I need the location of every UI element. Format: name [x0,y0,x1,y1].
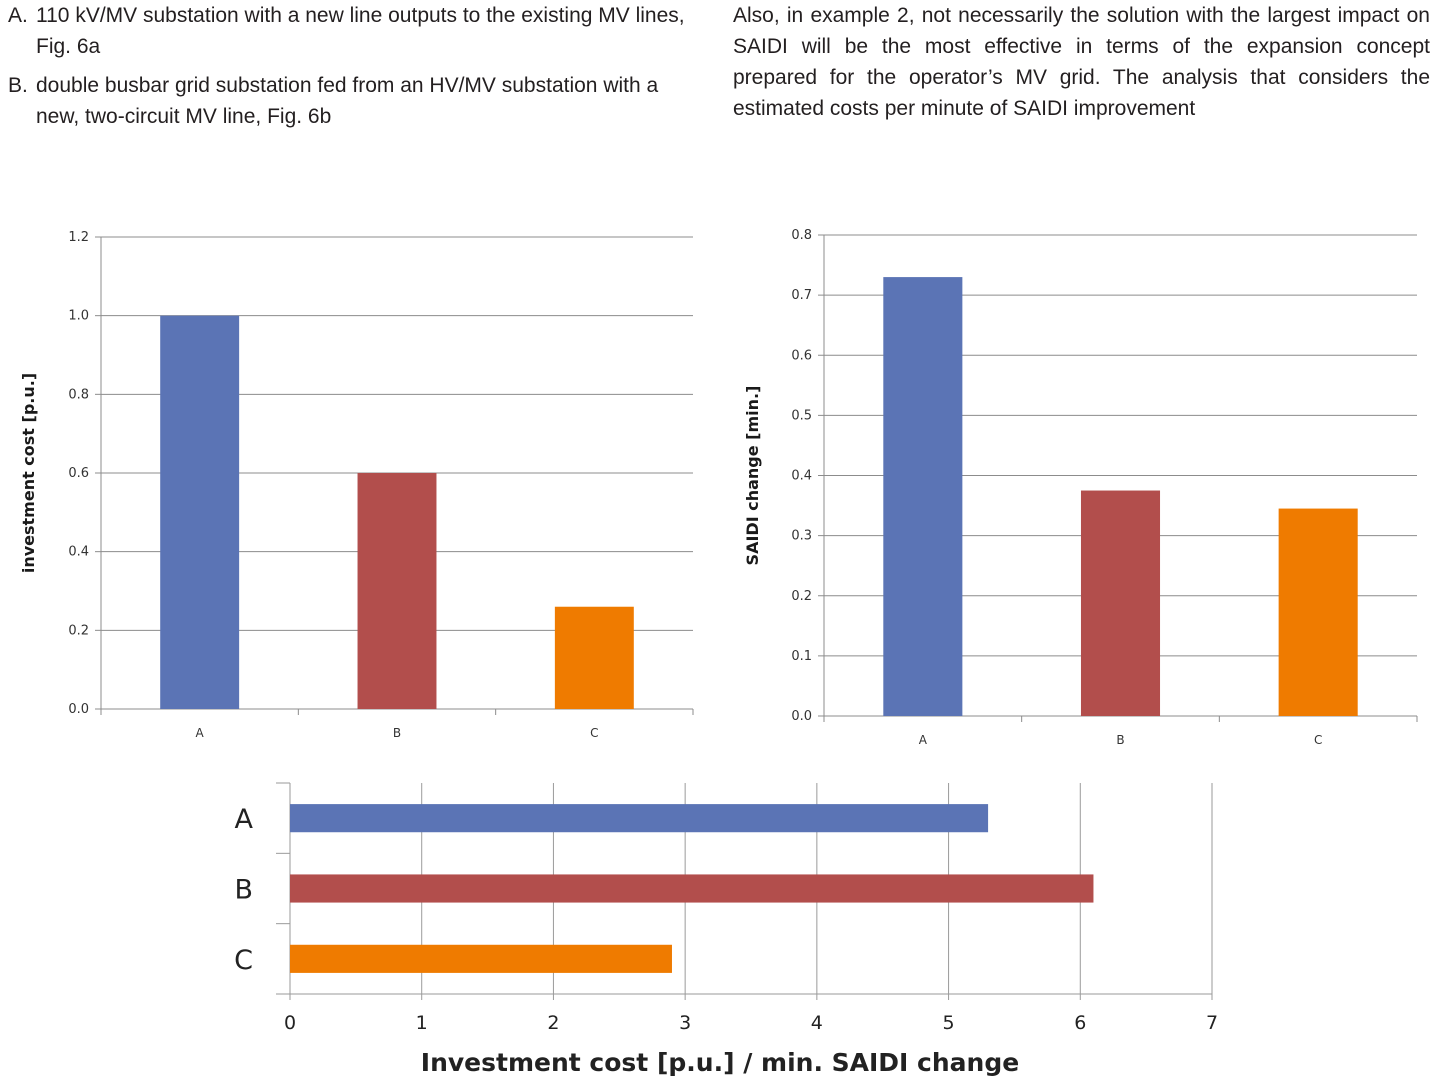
y-tick-label: A [235,804,254,835]
right-text-column: Also, in example 2, not necessarily the … [733,0,1430,124]
x-axis-title: Investment cost [p.u.] / min. SAIDI chan… [421,1048,1019,1077]
list-item-a: A. 110 kV/MV substation with a new line … [8,0,703,62]
x-tick-label: C [1314,733,1322,747]
x-tick-label: B [1116,733,1124,747]
x-tick-label: A [919,733,928,747]
bar-a [290,804,989,833]
y-tick-label: 0.8 [791,228,812,243]
y-tick-label: B [234,875,253,906]
bar-c [1278,508,1358,716]
y-tick-label: 0.7 [791,288,812,303]
x-tick-label: B [393,726,401,740]
list-item-text: double busbar grid substation fed from a… [36,74,659,128]
x-tick-label: 6 [1074,1012,1086,1034]
y-tick-label: 0.2 [791,589,812,604]
y-axis-title: investment cost [p.u.] [19,373,38,573]
y-tick-label: 0.2 [68,623,89,638]
bar-b [1080,490,1161,716]
y-tick-label: C [234,945,253,976]
y-tick-label: 0.0 [68,702,89,717]
x-tick-label: 2 [547,1012,559,1034]
body-paragraph: Also, in example 2, not necessarily the … [733,4,1430,120]
left-text-column: A. 110 kV/MV substation with a new line … [8,0,703,140]
y-tick-label: 0.4 [791,469,812,484]
y-axis-title: SAIDI change [min.] [743,386,762,566]
y-tick-label: 0.6 [791,348,812,363]
x-tick-label: C [590,726,598,740]
x-tick-label: 7 [1206,1012,1218,1034]
bar-a [160,315,240,709]
bar-b [290,874,1094,903]
y-tick-label: 1.0 [68,309,89,324]
x-tick-label: 1 [416,1012,428,1034]
x-tick-label: 0 [284,1012,296,1034]
y-tick-label: 0.8 [68,387,89,402]
x-tick-label: 3 [679,1012,691,1034]
y-tick-label: 0.5 [791,408,812,423]
list-item-b: B. double busbar grid substation fed fro… [8,70,703,132]
y-tick-label: 0.6 [68,466,89,481]
x-tick-label: 5 [943,1012,955,1034]
bar-a [883,277,963,716]
list-marker: B. [8,74,28,97]
y-tick-label: 0.4 [68,545,89,560]
bar-c [554,606,634,709]
y-tick-label: 0.0 [791,709,812,724]
bar-b [357,473,437,709]
x-tick-label: 4 [811,1012,823,1034]
y-tick-label: 1.2 [68,230,89,245]
list-item-text: 110 kV/MV substation with a new line out… [36,4,685,58]
x-tick-label: A [196,726,205,740]
y-tick-label: 0.3 [791,529,812,544]
list-marker: A. [8,4,28,27]
bar-c [290,944,672,973]
y-tick-label: 0.1 [791,649,812,664]
